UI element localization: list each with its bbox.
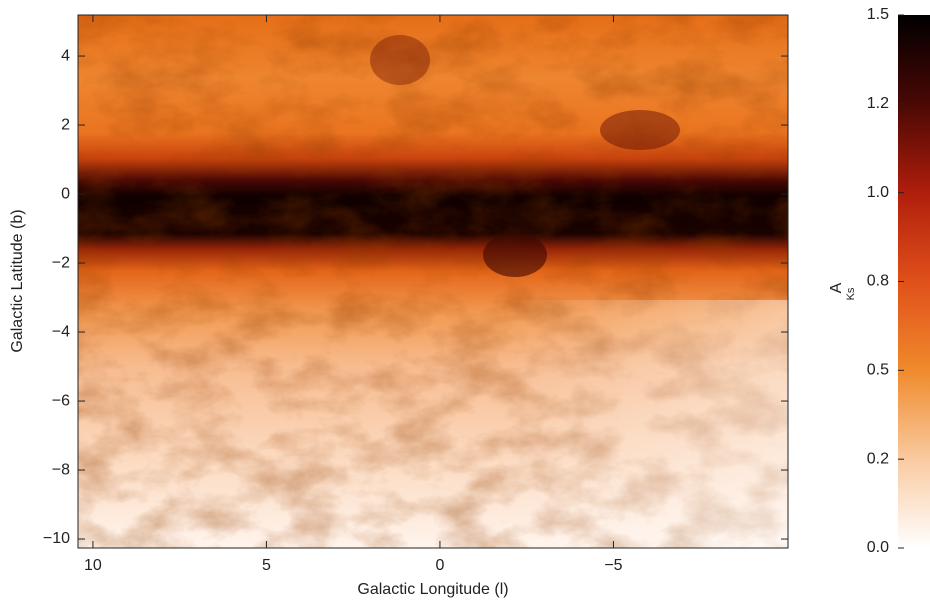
colorbar-tick-label: 0.0 [867,539,889,556]
colorbar-tick-label: 1.5 [867,6,889,23]
y-axis-label: Galactic Latitude (b) [9,209,26,352]
y-tick-label: 2 [61,116,70,133]
x-axis-label: Galactic Longitude (l) [357,581,508,598]
plot-frame [77,14,789,549]
colorbar-tick-label: 0.8 [867,273,889,290]
y-tick-label: 0 [61,185,70,202]
y-tick-label: −10 [43,530,70,547]
x-tick-label: −5 [604,557,622,574]
dark-cloud [483,233,547,277]
colorbar-tick-label: 1.0 [867,184,889,201]
x-tick-label: 0 [435,557,444,574]
extinction-map [78,15,788,548]
colorbar-tick-label: 0.2 [867,450,889,467]
colorbar-label: A [828,282,845,293]
colorbar-tick-label: 1.2 [867,95,889,112]
y-tick-label: −4 [52,323,70,340]
dark-cloud [600,110,680,150]
colorbar-label-subscript: Ks [845,287,857,300]
y-tick-label: −2 [52,254,70,271]
y-tick-label: −6 [52,392,70,409]
x-tick-label: 10 [84,557,102,574]
map-fade [78,300,788,548]
y-tick-label: −8 [52,461,70,478]
x-tick-label: 5 [262,557,271,574]
y-tick-label: 4 [61,47,70,64]
colorbar-tick-label: 0.5 [867,362,889,379]
dark-cloud [370,35,430,85]
